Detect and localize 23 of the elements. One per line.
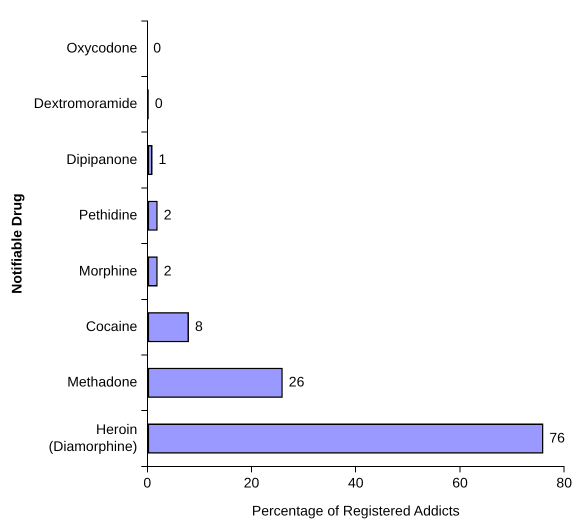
x-tick-label: 0	[143, 474, 152, 491]
y-tick-label: Methadone	[67, 374, 138, 390]
data-label: 1	[158, 150, 166, 167]
y-axis-title: Notifiable Drug	[8, 193, 24, 294]
y-tick-label: Oxycodone	[66, 40, 138, 56]
y-tick-label: Heroin (Diamorphine)	[48, 421, 138, 454]
x-tick-label: 60	[452, 474, 468, 491]
data-label: 0	[153, 40, 162, 56]
data-label: 2	[164, 262, 172, 278]
y-tick-label: Cocaine	[86, 318, 138, 334]
y-tick-label: Dipipanone	[66, 150, 138, 167]
x-tick-label: 80	[556, 474, 572, 491]
x-axis-title: Percentage of Registered Addicts	[252, 502, 460, 518]
data-label: 0	[154, 95, 163, 112]
y-tick-label: Morphine	[78, 262, 138, 278]
x-tick-label: 40	[348, 474, 364, 491]
y-tick-label: Pethidine	[78, 206, 138, 223]
y-tick-label: Dextromoramide	[34, 95, 138, 112]
data-label: 26	[288, 374, 305, 390]
data-label: 2	[164, 206, 172, 223]
x-tick-label: 20	[244, 474, 260, 491]
data-label: 76	[549, 429, 566, 446]
data-label: 8	[194, 318, 203, 334]
